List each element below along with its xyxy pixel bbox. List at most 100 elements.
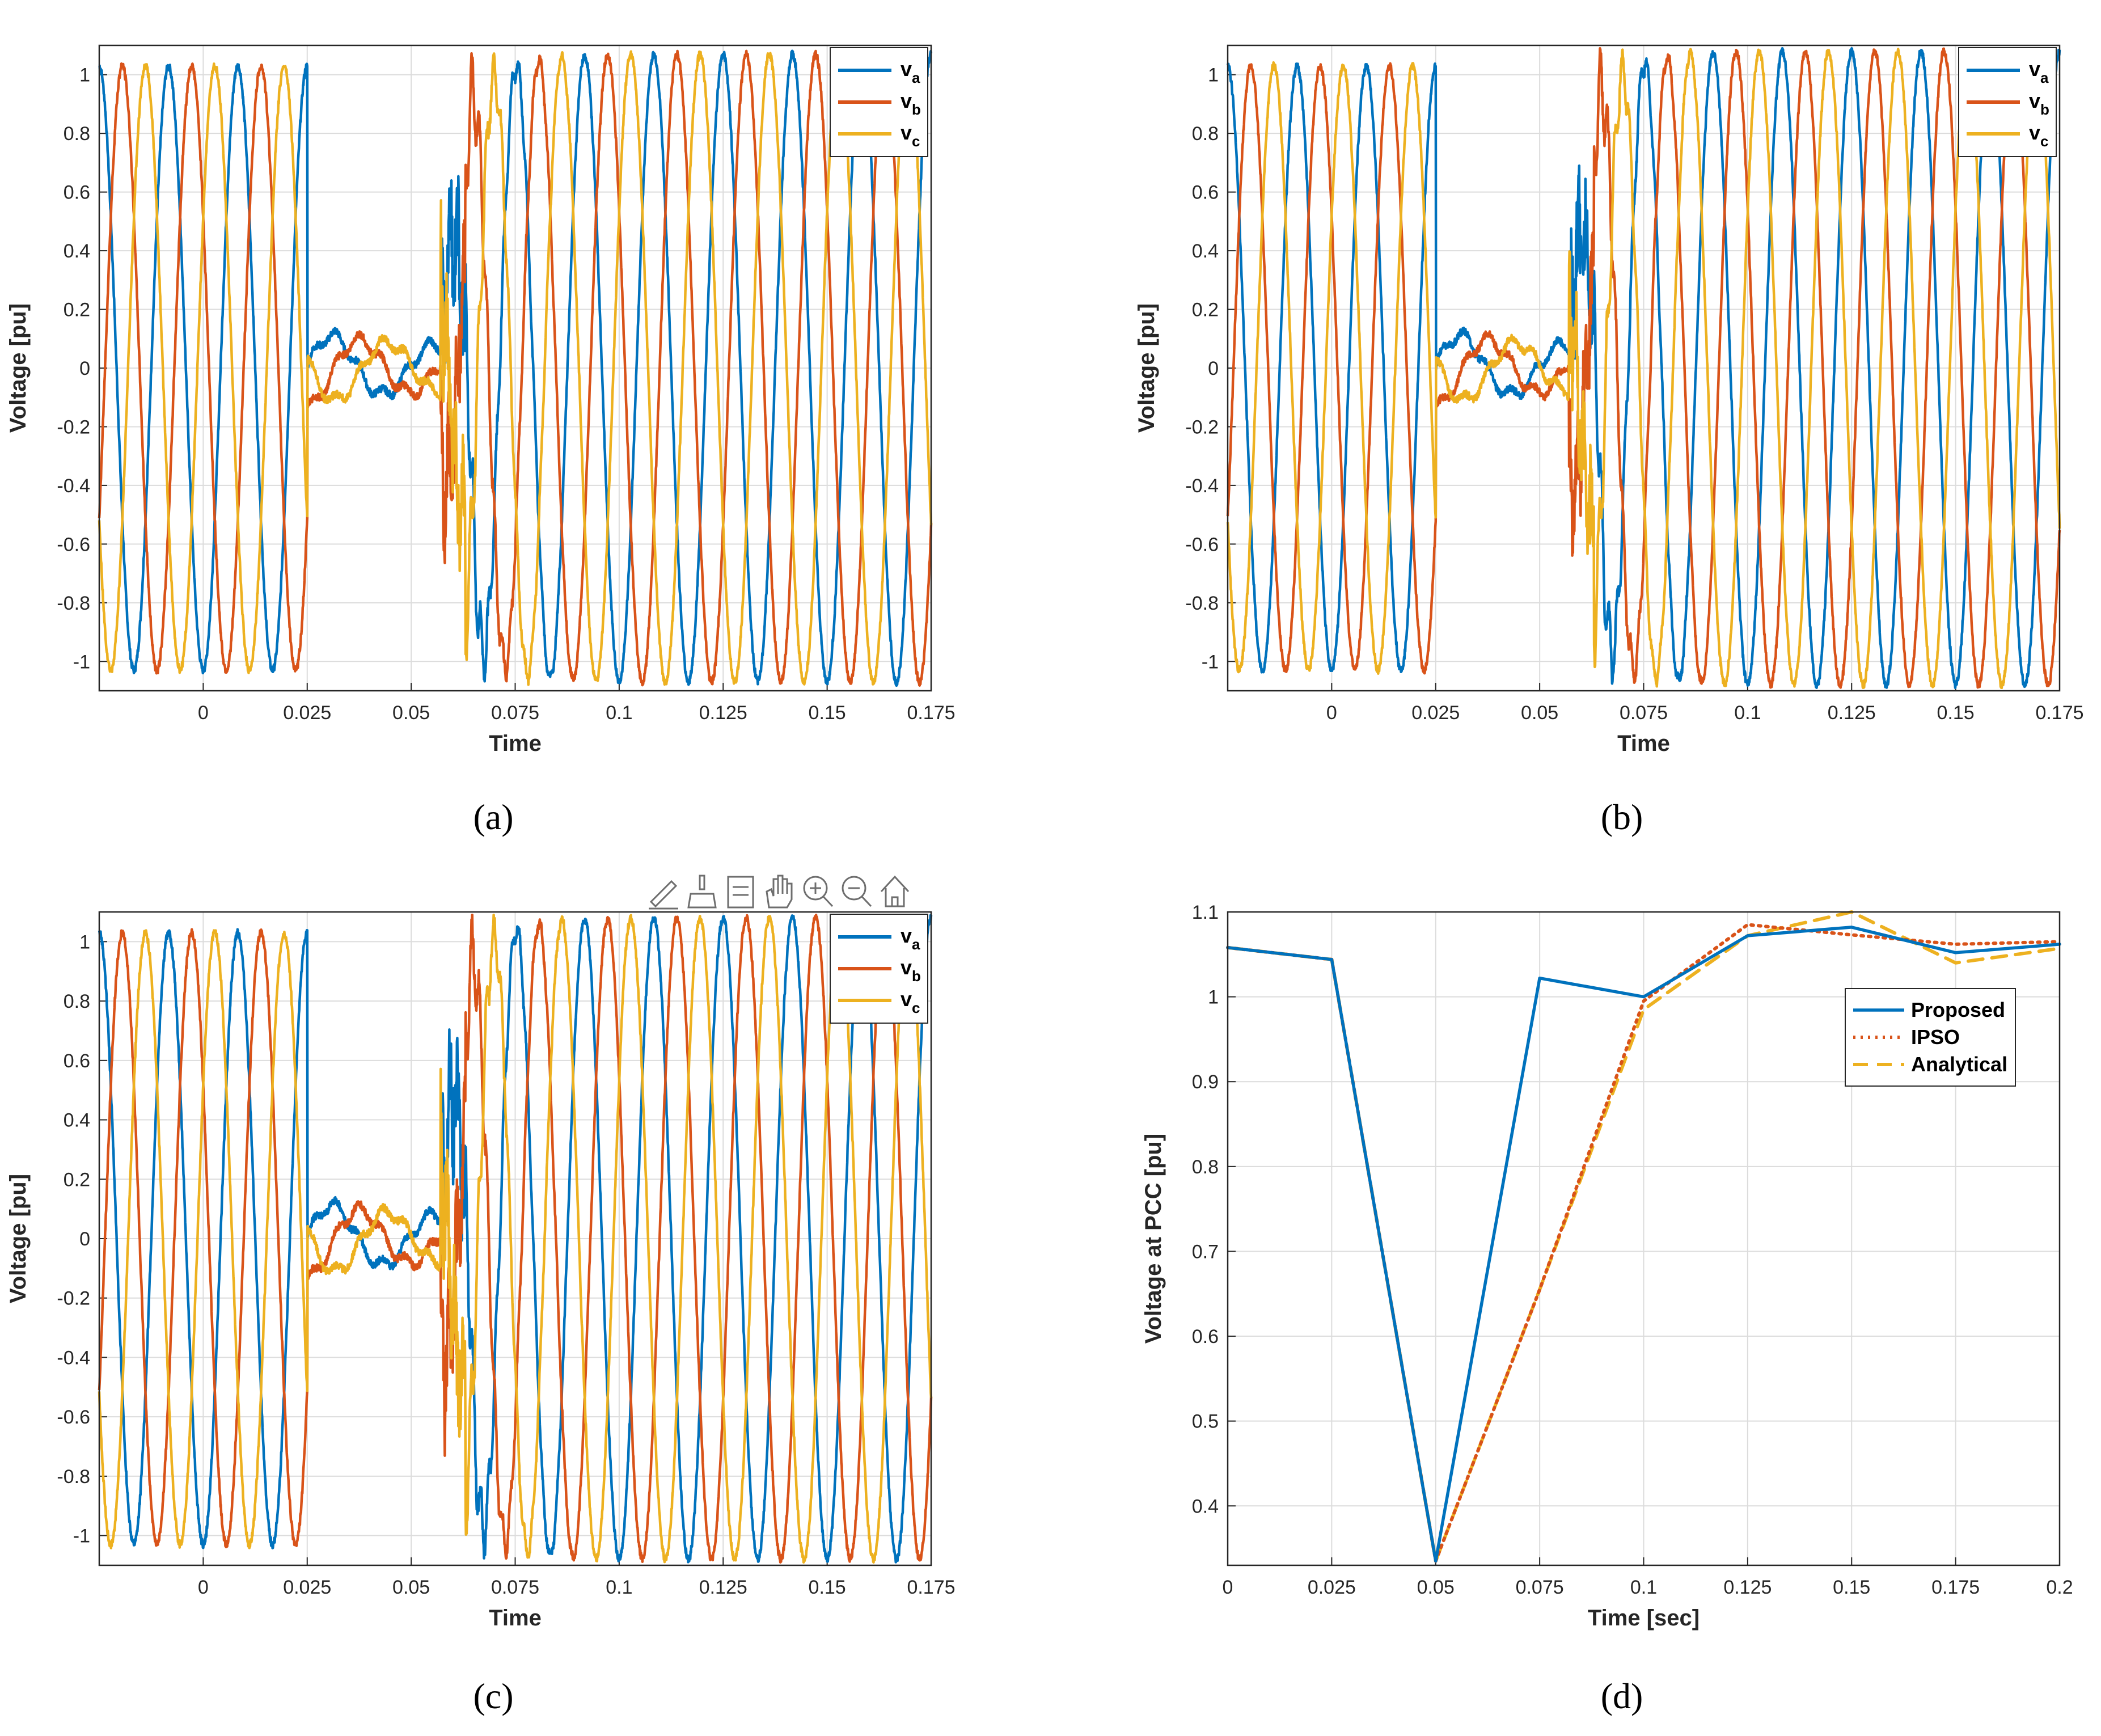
y-tick-label: 0.2	[1192, 299, 1219, 321]
series-group	[98, 913, 933, 1564]
legend: va vb vc	[1958, 47, 2057, 157]
legend-label: va	[901, 924, 920, 953]
x-tick-label: 0.05	[1417, 1577, 1455, 1598]
x-tick-label: 0.125	[1828, 702, 1876, 724]
x-tick-label: 0.1	[1734, 702, 1761, 724]
edit-icon[interactable]	[649, 880, 678, 910]
y-tick-label: 1	[79, 931, 90, 953]
x-tick-label: 0.175	[2035, 702, 2083, 724]
panel-a-waveform-chart: 0 0.025 0.05 0.075 0.1 0.125 0.15 0.175 -1 -0.8 -0…	[6, 44, 956, 756]
legend-label: vc	[901, 987, 920, 1016]
zoom-out-icon[interactable]	[842, 876, 872, 907]
brush-icon-glyph	[687, 893, 717, 909]
x-tick-label: 0.05	[1521, 702, 1558, 724]
caption-b: (b)	[1601, 797, 1643, 837]
y-tick-label: 1	[1208, 65, 1219, 86]
y-tick-label: 0	[1208, 358, 1219, 379]
y-tick-label: 0.7	[1192, 1241, 1219, 1262]
y-tick-label: 0.6	[1192, 1326, 1219, 1348]
y-tick-label: -0.8	[1185, 593, 1219, 614]
figure-toolbar[interactable]	[649, 875, 910, 910]
legend-label: vb	[2029, 89, 2049, 118]
x-tick-label: 0.025	[1308, 1577, 1356, 1598]
y-tick-label: -0.2	[57, 1288, 90, 1310]
x-tick-label: 0	[198, 1577, 209, 1598]
y-tick-label: -1	[73, 1526, 90, 1547]
x-tick-label: 0.15	[809, 702, 846, 724]
axes-frame	[98, 44, 932, 692]
x-tick-label: 0.15	[1937, 702, 1975, 724]
y-tick-label: 0.5	[1192, 1411, 1219, 1433]
legend-icon-glyph	[727, 876, 754, 909]
y-tick-label: 0.4	[64, 1110, 90, 1131]
x-tick-label: 0.025	[283, 702, 331, 724]
series-line-va	[98, 914, 933, 1564]
series-line-proposed	[1226, 926, 2061, 1563]
pan-hand-icon[interactable]	[766, 875, 793, 909]
y-tick-label: 0.4	[1192, 240, 1219, 262]
legend-label: vc	[901, 121, 920, 150]
axes-frame	[1227, 44, 2061, 692]
x-tick-label: 0	[1223, 1577, 1233, 1598]
y-tick-label: -1	[73, 651, 90, 673]
y-tick-label: -1	[1202, 651, 1219, 673]
legend: Proposed IPSO Analytical	[1845, 988, 2016, 1087]
y-tick-label: 0.8	[1192, 1156, 1219, 1178]
legend: va vb vc	[830, 47, 928, 157]
series-group	[98, 49, 933, 687]
y-tick-label: -0.6	[1185, 534, 1219, 555]
zoom-in-icon-glyph	[822, 896, 834, 907]
x-tick-label: 0.075	[1620, 702, 1668, 724]
x-tick-label: 0.075	[491, 1577, 539, 1598]
brush-icon-glyph	[699, 875, 705, 890]
y-tick-label: 1	[1208, 987, 1219, 1008]
y-axis-label: Voltage [pu]	[6, 1174, 31, 1303]
x-tick-label: 0	[198, 702, 209, 724]
y-tick-label: 0.4	[64, 240, 90, 262]
x-tick-label: 0.1	[1630, 1577, 1657, 1598]
zoom-in-icon-glyph	[803, 876, 828, 901]
panel-c-waveform-chart: 0 0.025 0.05 0.075 0.1 0.125 0.15 0.175 -1 -0.8 -0…	[6, 911, 956, 1631]
y-tick-label: 1	[79, 65, 90, 86]
legend-label: vb	[901, 89, 921, 118]
zoom-out-icon-glyph	[861, 896, 872, 907]
y-tick-label: 0.6	[64, 1050, 90, 1072]
x-axis-label: Time	[489, 731, 542, 756]
zoom-in-icon[interactable]	[803, 876, 834, 907]
x-tick-label: 0.15	[809, 1577, 846, 1598]
x-tick-label: 0.075	[491, 702, 539, 724]
x-tick-label: 0.075	[1516, 1577, 1564, 1598]
x-tick-label: 0.175	[907, 1577, 955, 1598]
legend-label: vb	[901, 956, 921, 985]
x-tick-label: 0.175	[1931, 1577, 1980, 1598]
series-line-vc	[1226, 47, 2061, 690]
brush-icon[interactable]	[687, 875, 717, 909]
y-tick-label: 0.9	[1192, 1071, 1219, 1093]
caption-a: (a)	[473, 797, 513, 837]
edit-icon-glyph	[649, 880, 678, 908]
series-line-vc	[98, 913, 933, 1564]
x-tick-label: 0.025	[1411, 702, 1460, 724]
panel-b-waveform-chart: 0 0.025 0.05 0.075 0.1 0.125 0.15 0.175 -1 -0.8 -0…	[1134, 44, 2084, 756]
y-tick-label: 0.8	[64, 991, 90, 1012]
x-tick-label: 0.2	[2046, 1577, 2073, 1598]
legend-label: va	[2029, 57, 2049, 86]
series-line-va	[98, 49, 933, 687]
home-icon-glyph	[880, 875, 910, 893]
legend-label: vc	[2029, 121, 2049, 150]
home-icon[interactable]	[880, 875, 910, 907]
x-tick-label: 0.125	[699, 702, 747, 724]
series-line-va	[1226, 47, 2061, 690]
caption-d: (d)	[1601, 1676, 1643, 1716]
legend-label: va	[901, 57, 920, 86]
y-tick-label: -0.2	[1185, 416, 1219, 438]
legend-icon[interactable]	[727, 876, 754, 909]
series-group	[1226, 47, 2061, 690]
y-tick-label: 0	[79, 358, 90, 379]
x-tick-label: 0.1	[606, 1577, 632, 1598]
home-icon-glyph	[891, 896, 899, 906]
legend-label: Analytical	[1911, 1053, 2007, 1076]
y-tick-label: 0	[79, 1228, 90, 1250]
y-axis-label: Voltage [pu]	[6, 303, 31, 433]
